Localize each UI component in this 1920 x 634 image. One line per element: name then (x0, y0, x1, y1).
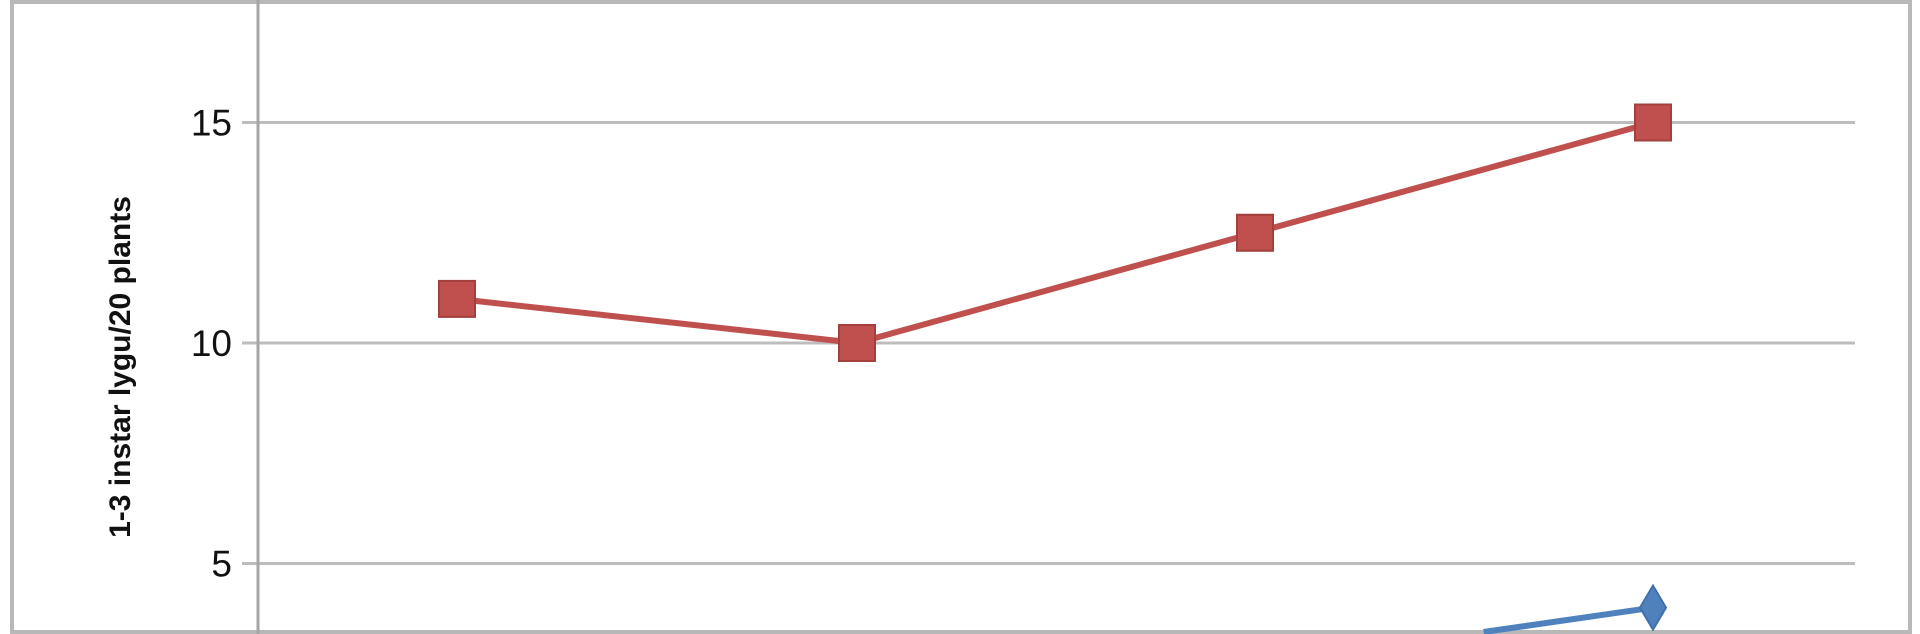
data-point-square (438, 279, 476, 318)
series-line (456, 119, 1654, 346)
series-2 (1483, 583, 1668, 634)
series-line (1483, 604, 1654, 634)
y-tick-label: 10 (191, 323, 232, 364)
series-layer (438, 103, 1672, 634)
y-tick-label: 5 (211, 544, 232, 585)
data-point-diamond (1638, 583, 1668, 632)
data-point-square (1236, 213, 1274, 252)
chart-border (10, 0, 1912, 634)
series-1 (438, 103, 1672, 362)
y-axis-title: 1-3 instar lygu/20 plants (104, 196, 137, 538)
gridlines (242, 121, 1855, 565)
data-point-square (838, 324, 876, 362)
y-tick-label: 15 (191, 103, 232, 144)
y-tick-labels: 5 10 15 (191, 103, 232, 585)
data-point-square (1634, 103, 1672, 142)
